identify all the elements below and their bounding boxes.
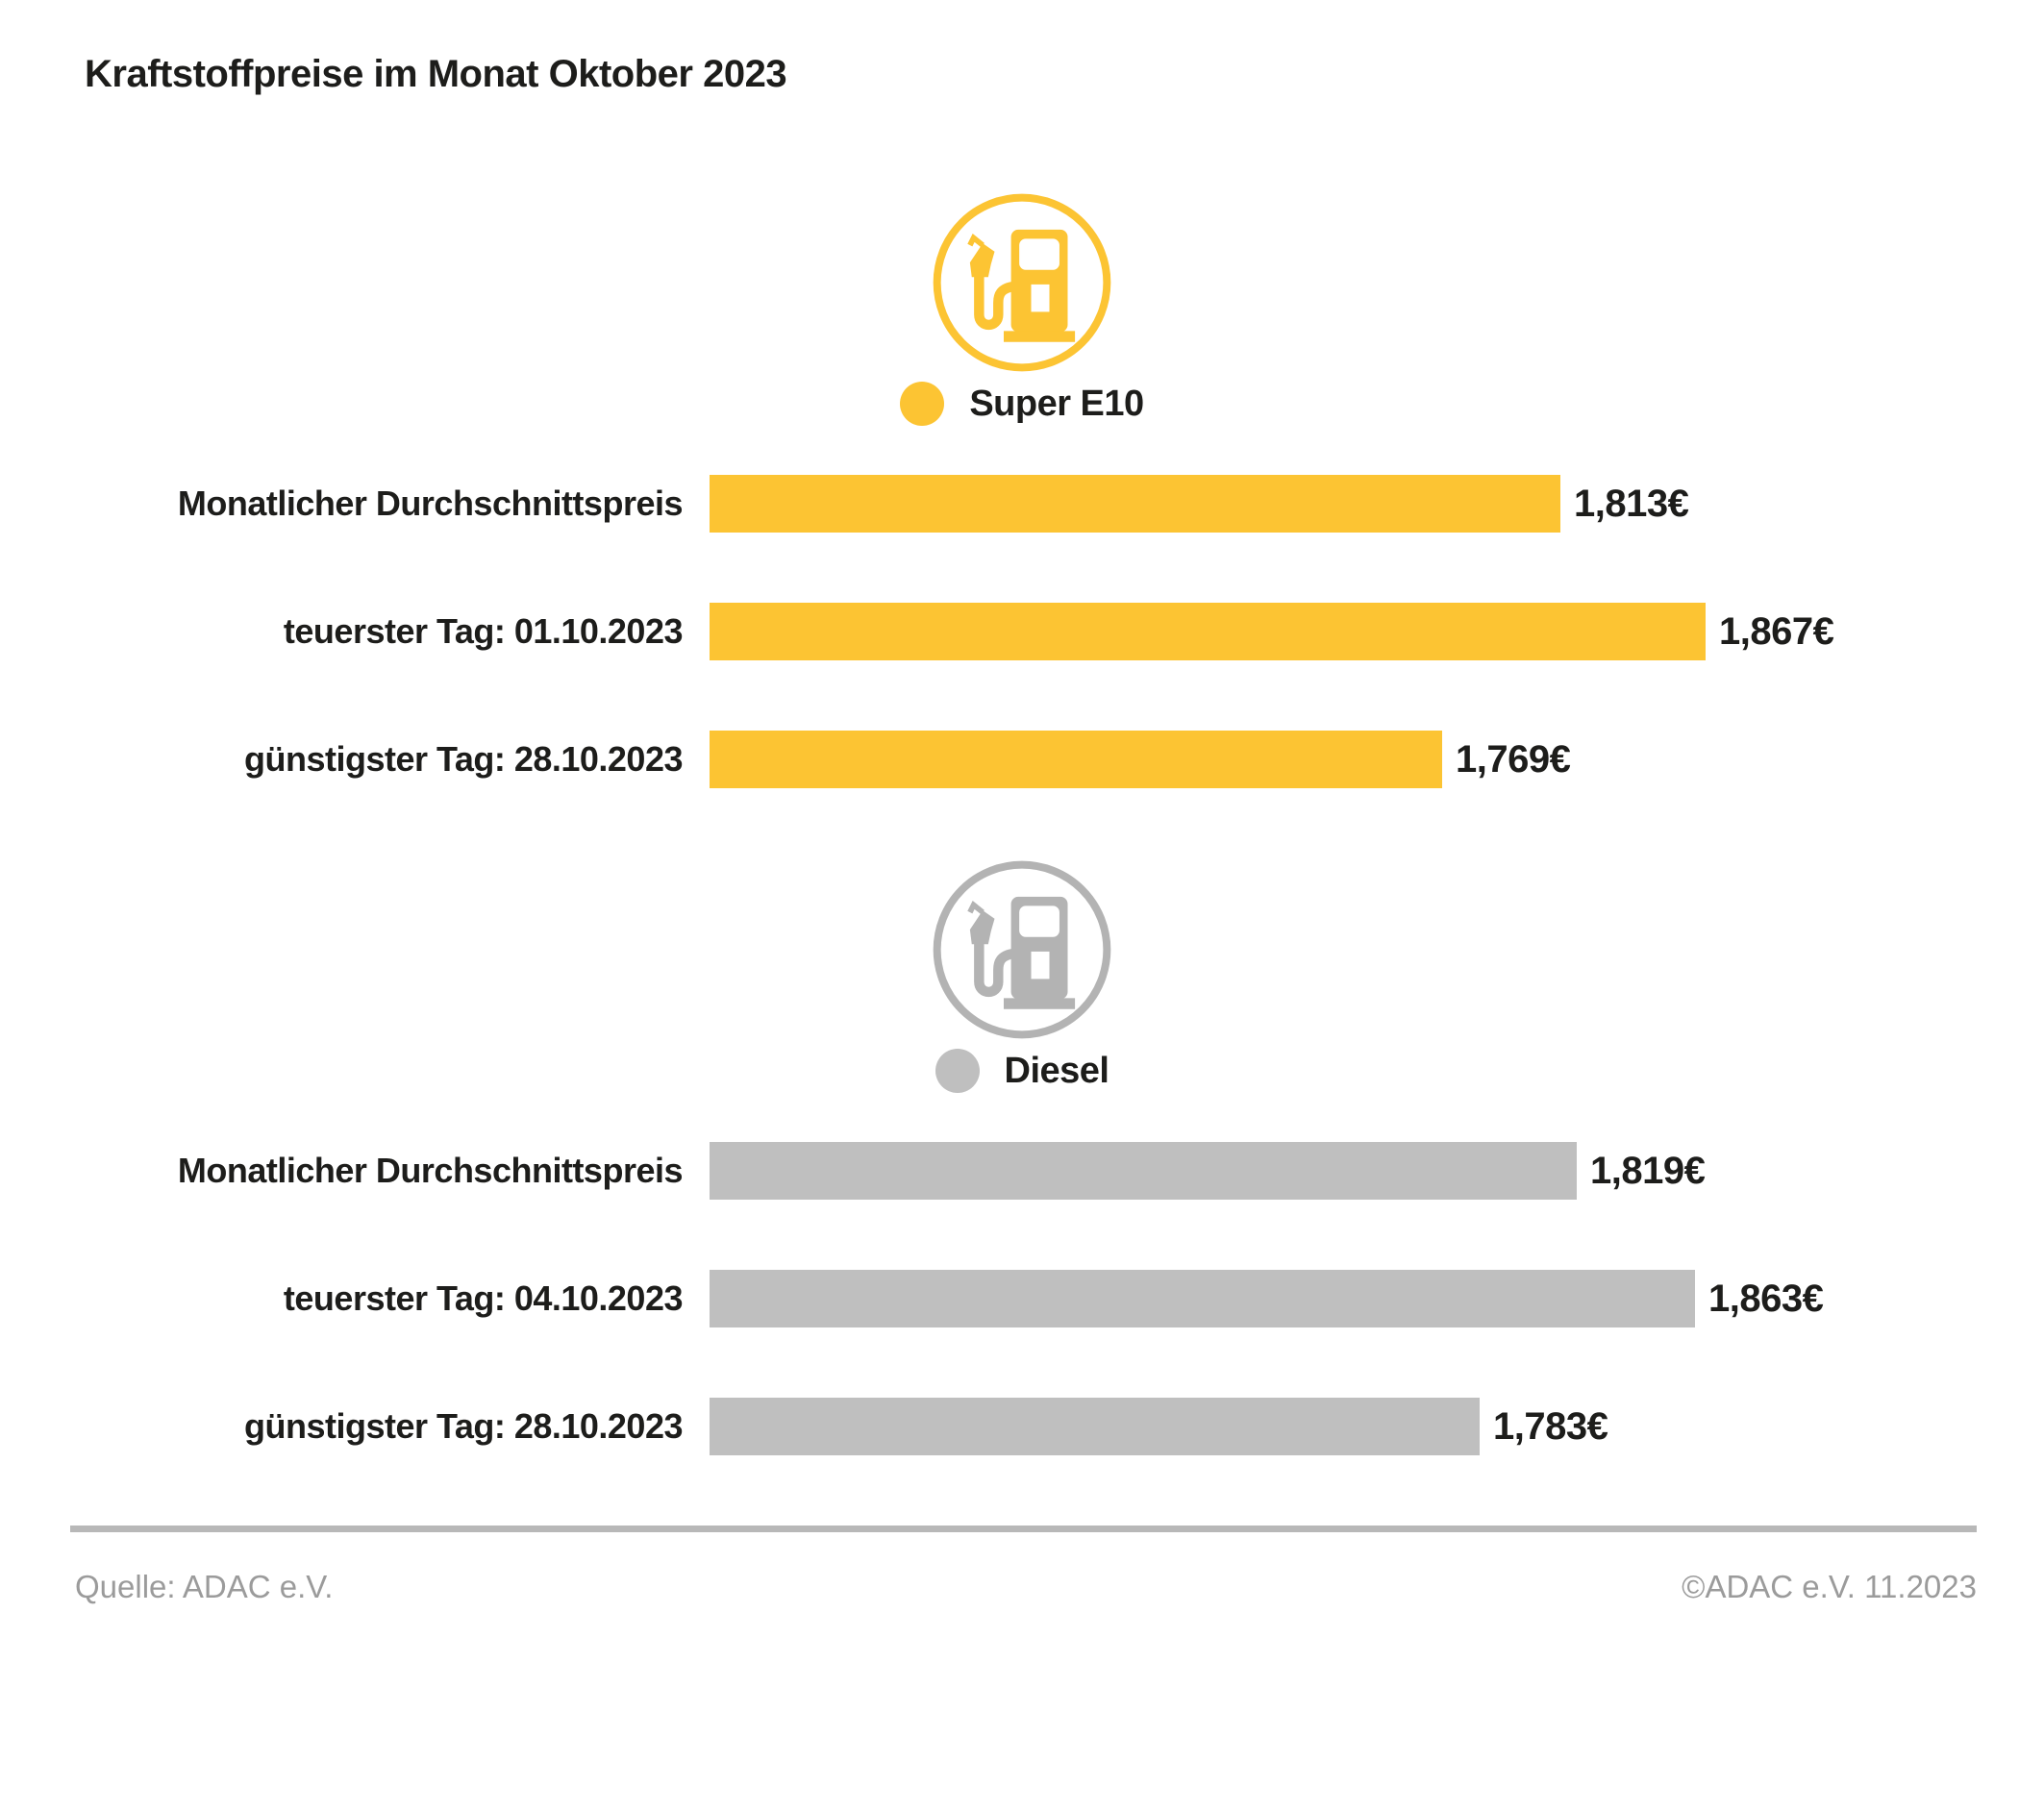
bar (710, 475, 1560, 533)
fuel-pump-icon (931, 858, 1113, 1041)
fuel-pump-icon (931, 191, 1113, 374)
bar-value: 1,783€ (1493, 1404, 1608, 1448)
bar (710, 1398, 1480, 1455)
bar-track: 1,769€ (710, 731, 2044, 788)
fuel-group: Super E10 Monatlicher Durchschnittspreis… (0, 191, 2044, 788)
bar-row: teuerster Tag: 04.10.2023 1,863€ (0, 1270, 2044, 1327)
bar-track: 1,819€ (710, 1142, 2044, 1200)
bar (710, 1270, 1695, 1327)
bar-label: günstigster Tag: 28.10.2023 (243, 739, 684, 779)
chart-body: Super E10 Monatlicher Durchschnittspreis… (0, 191, 2044, 1455)
bar-rows: Monatlicher Durchschnittspreis 1,819€ te… (0, 1142, 2044, 1455)
bar-value: 1,769€ (1456, 737, 1571, 781)
legend-label: Diesel (1004, 1050, 1109, 1091)
bar-label: teuerster Tag: 01.10.2023 (283, 611, 684, 651)
bar-label: teuerster Tag: 04.10.2023 (283, 1278, 684, 1318)
bar-rows: Monatlicher Durchschnittspreis 1,813€ te… (0, 475, 2044, 788)
bar-value: 1,813€ (1574, 482, 1689, 525)
bar-value: 1,819€ (1590, 1149, 1706, 1192)
bar-label: Monatlicher Durchschnittspreis (177, 484, 684, 523)
bar-row: teuerster Tag: 01.10.2023 1,867€ (0, 603, 2044, 660)
bar-row: günstigster Tag: 28.10.2023 1,783€ (0, 1398, 2044, 1455)
fuel-group: Diesel Monatlicher Durchschnittspreis 1,… (0, 858, 2044, 1455)
bar (710, 1142, 1577, 1200)
bar-value: 1,863€ (1708, 1277, 1824, 1320)
bar-row: Monatlicher Durchschnittspreis 1,819€ (0, 1142, 2044, 1200)
footer-divider (70, 1526, 1977, 1532)
bar-value: 1,867€ (1719, 609, 1834, 653)
bar-track: 1,783€ (710, 1398, 2044, 1455)
legend: Super E10 (0, 382, 2044, 426)
legend: Diesel (0, 1049, 2044, 1093)
bar-row: günstigster Tag: 28.10.2023 1,769€ (0, 731, 2044, 788)
bar-track: 1,867€ (710, 603, 2044, 660)
source-note: Quelle: ADAC e.V. (75, 1569, 334, 1604)
legend-dot (900, 382, 945, 426)
bar-track: 1,813€ (710, 475, 2044, 533)
page-title: Kraftstoffpreise im Monat Oktober 2023 (85, 53, 787, 95)
bar-row: Monatlicher Durchschnittspreis 1,813€ (0, 475, 2044, 533)
footer: Quelle: ADAC e.V. ©ADAC e.V. 11.2023 (75, 1569, 1977, 1605)
bar-label: Monatlicher Durchschnittspreis (177, 1151, 684, 1190)
legend-label: Super E10 (969, 383, 1144, 424)
bar (710, 603, 1706, 660)
bar (710, 731, 1442, 788)
legend-dot (935, 1049, 980, 1093)
bar-track: 1,863€ (710, 1270, 2044, 1327)
bar-label: günstigster Tag: 28.10.2023 (243, 1406, 684, 1446)
copyright-note: ©ADAC e.V. 11.2023 (1682, 1569, 1977, 1604)
